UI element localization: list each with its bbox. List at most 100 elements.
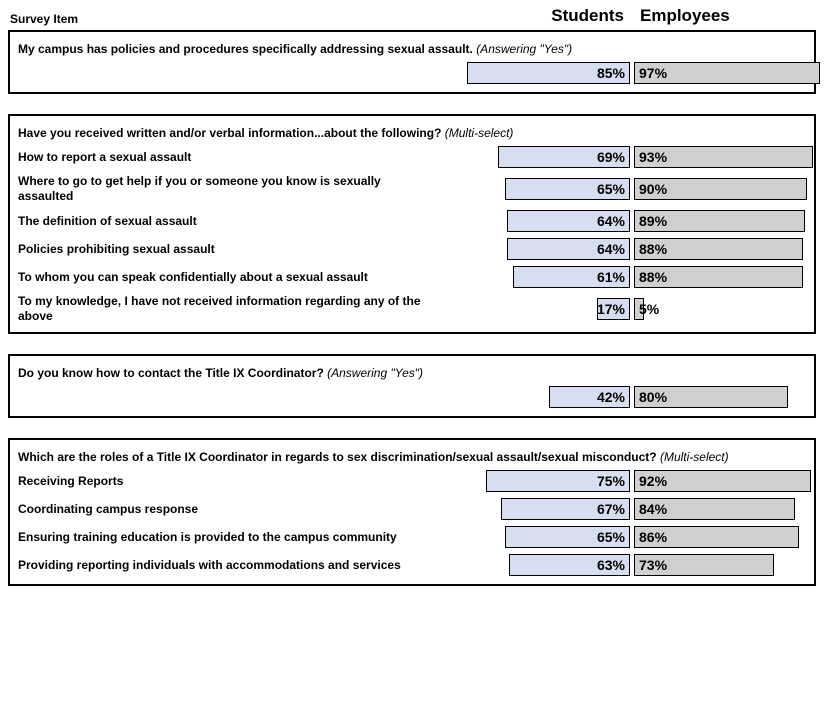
row-bars: 42%80% <box>438 386 824 408</box>
row-bars: 85%97% <box>438 62 824 84</box>
employee-bar-slot: 86% <box>634 526 824 548</box>
survey-panel: Have you received written and/or verbal … <box>8 114 816 334</box>
panel-question: Have you received written and/or verbal … <box>16 126 808 140</box>
student-bar-slot: 63% <box>438 554 630 576</box>
student-bar-slot: 67% <box>438 498 630 520</box>
student-bar: 67% <box>501 498 630 520</box>
student-bar: 65% <box>505 526 630 548</box>
employee-bar: 88% <box>634 266 803 288</box>
data-row: Ensuring training education is provided … <box>16 526 808 548</box>
header-employees: Employees <box>638 6 808 26</box>
student-bar-slot: 61% <box>438 266 630 288</box>
student-bar-slot: 17% <box>438 298 630 320</box>
question-text: Which are the roles of a Title IX Coordi… <box>18 450 660 464</box>
student-bar: 63% <box>509 554 630 576</box>
question-note: (Multi-select) <box>445 126 514 140</box>
row-label: Receiving Reports <box>16 474 438 489</box>
data-row: Receiving Reports 75%92% <box>16 470 808 492</box>
panel-question: Do you know how to contact the Title IX … <box>16 366 808 380</box>
data-row: To whom you can speak confidentially abo… <box>16 266 808 288</box>
employee-bar-slot: 97% <box>634 62 824 84</box>
employee-bar: 5% <box>634 298 644 320</box>
data-row: Coordinating campus response67%84% <box>16 498 808 520</box>
student-bar: 42% <box>549 386 630 408</box>
data-row: How to report a sexual assault69%93% <box>16 146 808 168</box>
row-bars: 65%90% <box>438 178 824 200</box>
employee-bar: 92% <box>634 470 811 492</box>
employee-bar: 86% <box>634 526 799 548</box>
question-note: (Answering "Yes") <box>327 366 423 380</box>
row-label: Coordinating campus response <box>16 502 438 517</box>
row-bars: 61%88% <box>438 266 824 288</box>
row-bars: 75%92% <box>438 470 824 492</box>
student-bar: 17% <box>597 298 630 320</box>
data-row: The definition of sexual assault64%89% <box>16 210 808 232</box>
employee-bar-slot: 90% <box>634 178 824 200</box>
student-bar: 61% <box>513 266 630 288</box>
data-row: Where to go to get help if you or someon… <box>16 174 808 204</box>
header-survey-item: Survey Item <box>8 12 438 26</box>
student-bar: 85% <box>467 62 630 84</box>
data-row: Policies prohibiting sexual assault 64%88… <box>16 238 808 260</box>
row-bars: 65%86% <box>438 526 824 548</box>
data-row: To my knowledge, I have not received inf… <box>16 294 808 324</box>
student-bar-slot: 85% <box>438 62 630 84</box>
row-bars: 64%88% <box>438 238 824 260</box>
employee-bar-slot: 73% <box>634 554 824 576</box>
row-bars: 69%93% <box>438 146 824 168</box>
row-label: To my knowledge, I have not received inf… <box>16 294 438 324</box>
row-bars: 64%89% <box>438 210 824 232</box>
student-bar-slot: 64% <box>438 238 630 260</box>
data-row: 85%97% <box>16 62 808 84</box>
employee-bar-slot: 92% <box>634 470 824 492</box>
employee-bar: 80% <box>634 386 788 408</box>
student-bar-slot: 42% <box>438 386 630 408</box>
question-text: Do you know how to contact the Title IX … <box>18 366 327 380</box>
question-text: My campus has policies and procedures sp… <box>18 42 476 56</box>
row-bars: 17%5% <box>438 298 824 320</box>
student-bar: 65% <box>505 178 630 200</box>
student-bar-slot: 65% <box>438 526 630 548</box>
question-note: (Answering "Yes") <box>476 42 572 56</box>
employee-bar-slot: 88% <box>634 238 824 260</box>
row-label: Policies prohibiting sexual assault <box>16 242 438 257</box>
student-bar-slot: 64% <box>438 210 630 232</box>
survey-panel: Which are the roles of a Title IX Coordi… <box>8 438 816 586</box>
employee-bar: 89% <box>634 210 805 232</box>
panel-question: Which are the roles of a Title IX Coordi… <box>16 450 808 464</box>
student-bar: 69% <box>498 146 630 168</box>
row-label: Providing reporting individuals with acc… <box>16 558 438 573</box>
panel-question: My campus has policies and procedures sp… <box>16 42 808 56</box>
row-label: Ensuring training education is provided … <box>16 530 438 545</box>
header-students: Students <box>438 6 638 26</box>
employee-bar-slot: 5% <box>634 298 824 320</box>
student-bar: 64% <box>507 210 630 232</box>
row-label: How to report a sexual assault <box>16 150 438 165</box>
data-row: 42%80% <box>16 386 808 408</box>
row-label: Where to go to get help if you or someon… <box>16 174 438 204</box>
employee-bar-slot: 84% <box>634 498 824 520</box>
employee-bar-slot: 89% <box>634 210 824 232</box>
student-bar: 64% <box>507 238 630 260</box>
employee-bar-slot: 88% <box>634 266 824 288</box>
survey-panel: Do you know how to contact the Title IX … <box>8 354 816 418</box>
panels-container: My campus has policies and procedures sp… <box>8 30 816 586</box>
employee-bar: 73% <box>634 554 774 576</box>
question-note: (Multi-select) <box>660 450 729 464</box>
employee-bar-slot: 80% <box>634 386 824 408</box>
student-bar: 75% <box>486 470 630 492</box>
employee-bar: 97% <box>634 62 820 84</box>
row-bars: 63%73% <box>438 554 824 576</box>
student-bar-slot: 65% <box>438 178 630 200</box>
student-bar-slot: 69% <box>438 146 630 168</box>
question-text: Have you received written and/or verbal … <box>18 126 445 140</box>
employee-bar: 90% <box>634 178 807 200</box>
employee-bar: 88% <box>634 238 803 260</box>
row-bars: 67%84% <box>438 498 824 520</box>
student-bar-slot: 75% <box>438 470 630 492</box>
employee-bar-slot: 93% <box>634 146 824 168</box>
row-label: To whom you can speak confidentially abo… <box>16 270 438 285</box>
data-row: Providing reporting individuals with acc… <box>16 554 808 576</box>
survey-panel: My campus has policies and procedures sp… <box>8 30 816 94</box>
column-headers: Survey Item Students Employees <box>8 6 816 26</box>
